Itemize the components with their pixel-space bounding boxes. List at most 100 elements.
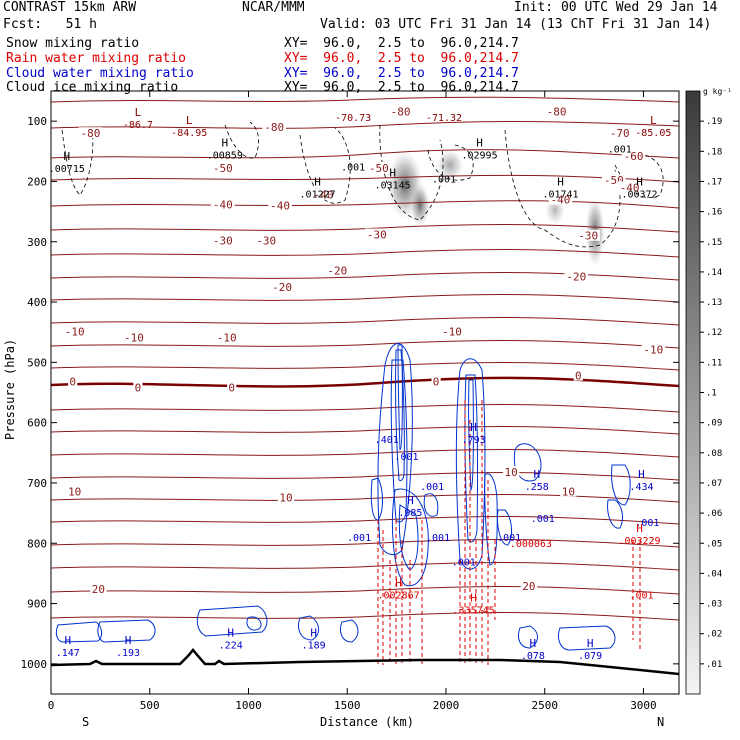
- isotherm-line: [51, 317, 679, 326]
- extremum-value: .00372: [621, 189, 657, 200]
- isotherm-label: 10: [562, 485, 575, 498]
- x-axis-label: Distance (km): [320, 715, 414, 729]
- isotherm-label: 0: [228, 382, 235, 395]
- isotherm-line: [51, 472, 679, 481]
- isotherm-label: 10: [279, 491, 292, 504]
- colorbar-tick-label: .18: [706, 147, 722, 157]
- center-label: NCAR/MMM: [242, 0, 305, 15]
- colorbar-tick-label: .13: [706, 298, 722, 308]
- isotherm-label: 0: [69, 376, 76, 389]
- isotherm-line: [51, 200, 679, 209]
- isotherm-label-bg: [122, 331, 146, 343]
- isotherm-label-bg: [367, 162, 391, 174]
- isotherm-label-bg: [214, 331, 239, 343]
- isotherm-label-bg: [325, 264, 350, 276]
- extremum-value: .03145: [375, 180, 411, 191]
- cloud-ice-contours: [61, 121, 664, 248]
- cloud-water-contour: [97, 619, 156, 643]
- extremum-value: .189: [302, 641, 326, 652]
- y-tick-label: 900: [27, 598, 47, 611]
- extremum-value: .434: [629, 482, 653, 493]
- isotherm-line: [51, 149, 679, 159]
- isotherm-label: -50: [213, 162, 233, 175]
- isotherm-label: -60: [624, 150, 644, 163]
- colorbar-tick-group: .19 .18 .17 .16 .15 .14 .13 .12 .11 .1 .09 .08 .07 .0…: [700, 117, 722, 670]
- isotherm-line: [51, 294, 679, 303]
- field-name-rain: Rain water mixing ratio: [6, 51, 187, 66]
- isotherm-label: -70: [610, 127, 630, 140]
- extremum-value: .224: [219, 641, 243, 652]
- isotherm-label: -40: [551, 194, 571, 207]
- snow-shade: [436, 149, 464, 181]
- extremum-value: -84.95: [171, 128, 207, 139]
- x-end-label-north: N: [657, 715, 664, 729]
- extremum-value: .335745: [453, 606, 495, 617]
- extremum-marker: H: [638, 468, 645, 481]
- extremum-value: .001: [347, 533, 371, 544]
- extremum-marker: H: [636, 522, 643, 535]
- isotherm-label: -20: [327, 265, 347, 278]
- extremum-value: .01741: [542, 189, 578, 200]
- cloud-water-contour: [370, 477, 383, 521]
- isotherm-label-bg: [311, 188, 336, 200]
- cloud-water-contour: [395, 349, 405, 481]
- isotherm-line: [51, 121, 679, 129]
- cloud-water-contour: [55, 621, 103, 643]
- isotherm-label-bg: [262, 121, 286, 133]
- extremum-marker: H: [64, 634, 71, 647]
- y-tick-label: 700: [27, 477, 47, 490]
- extremum-marker: L: [186, 114, 193, 127]
- colorbar-tick-label: .09: [706, 419, 722, 429]
- extremum-value: .401: [375, 435, 399, 446]
- plot-frame: [50, 90, 680, 695]
- isotherm-zero: [51, 376, 679, 388]
- isotherm-line: [51, 426, 679, 435]
- cloud-water-contour: [607, 499, 623, 529]
- isotherm-label-bg: [270, 280, 294, 292]
- extremum-value: .001: [420, 482, 444, 493]
- isotherm-label-bg: [573, 369, 583, 381]
- isotherm-label: 20: [92, 583, 105, 596]
- colorbar-tick-label: .02: [706, 630, 722, 640]
- extremum-value: .00859: [207, 150, 243, 161]
- colorbar: [685, 90, 701, 695]
- isotherm-label: 0: [575, 370, 582, 383]
- extremum-value: .793: [462, 435, 486, 446]
- extremum-value: .001: [426, 533, 450, 544]
- y-tick-label: 500: [27, 356, 47, 369]
- x-end-label-south: S: [82, 715, 89, 729]
- isotherm-label: -80: [391, 106, 411, 119]
- colorbar-unit: g kg⁻¹: [703, 87, 732, 96]
- x-tick-label: 500: [140, 699, 160, 712]
- ice-contour: [224, 121, 260, 159]
- model-title: CONTRAST 15km ARW: [3, 0, 137, 15]
- isotherm-label-bg: [211, 162, 235, 174]
- isotherm-label-bg: [268, 199, 292, 211]
- cloud-water-contour: [298, 615, 319, 641]
- isotherm-label: -80: [81, 127, 101, 140]
- y-tick-label: 100: [27, 115, 47, 128]
- extremum-value: .002867: [377, 590, 419, 601]
- isotherm-label: -30: [367, 229, 387, 242]
- extrema-label-group: L-86.7 L-84.95-70.73 -71.32 L-85.05H.00715H…: [49, 106, 672, 662]
- isotherm-label: 10: [68, 485, 81, 498]
- x-tick-label: 1000: [235, 699, 262, 712]
- isotherm-label-bg: [617, 181, 642, 193]
- isotherm-label-bg: [90, 583, 107, 595]
- ice-contour: [427, 144, 474, 181]
- isotherm-label-bg: [254, 234, 279, 246]
- extremum-value: .001: [432, 174, 456, 185]
- extremum-marker: H: [636, 175, 643, 188]
- isotherm-label: -40: [620, 181, 640, 194]
- isotherm-line: [51, 586, 679, 595]
- isotherm-line: [51, 249, 679, 258]
- y-tick-label: 600: [27, 417, 47, 430]
- isotherm-lines: [51, 96, 679, 621]
- extremum-marker: H: [125, 634, 132, 647]
- cloud-water-contour: [611, 464, 631, 506]
- extremum-marker: H: [407, 494, 414, 507]
- extremum-marker: H: [476, 136, 483, 149]
- isotherm-line: [51, 404, 679, 413]
- isotherm-label-bg: [78, 127, 103, 139]
- isotherm-label: -80: [264, 121, 284, 134]
